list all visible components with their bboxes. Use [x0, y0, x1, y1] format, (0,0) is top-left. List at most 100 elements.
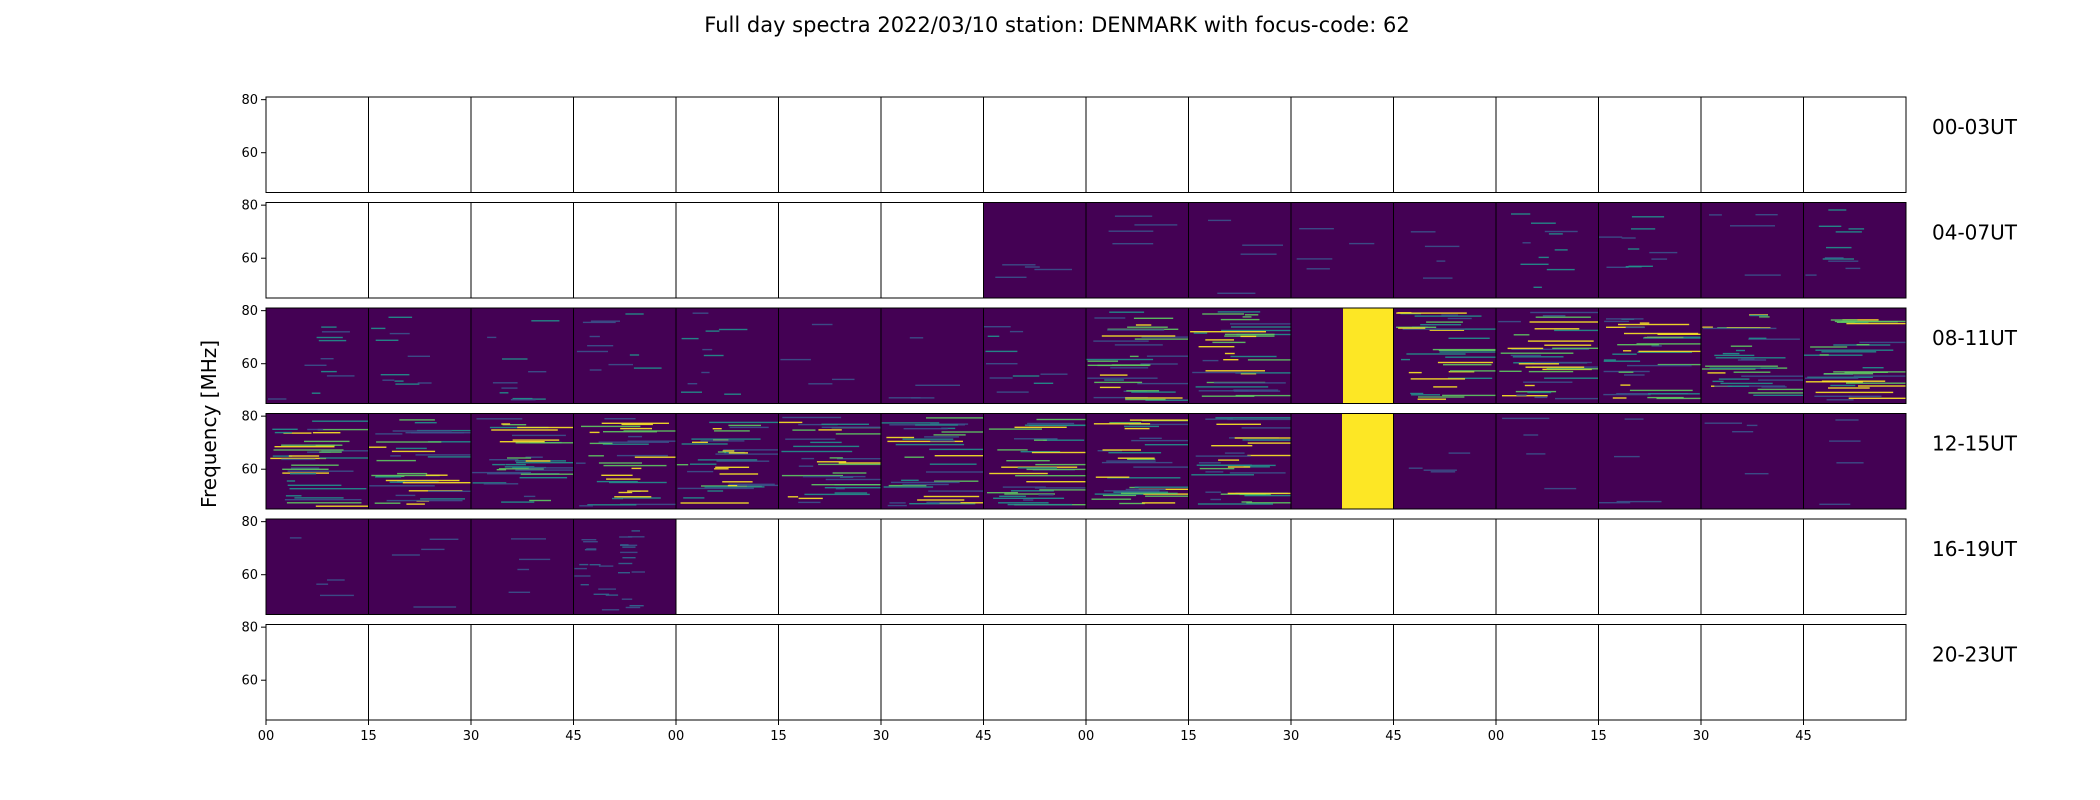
- spectrum-panel: [1495, 624, 1599, 721]
- spectrum-panel: [368, 518, 472, 615]
- spectrum-panel: [470, 307, 574, 404]
- spectrum-panel: [573, 96, 677, 193]
- y-tick-label: 80: [241, 410, 258, 425]
- chart-title: Full day spectra 2022/03/10 station: DEN…: [704, 13, 1409, 37]
- spectra-row: 80 60 16-19UT: [241, 515, 2018, 615]
- y-tick-label: 60: [241, 674, 258, 689]
- spectrum-panel: [778, 96, 882, 193]
- spectrum-panel: [1700, 307, 1804, 404]
- y-tick-label: 80: [241, 199, 258, 214]
- spectrum-panel: [880, 413, 984, 510]
- spectrum-panel: [1290, 96, 1394, 193]
- spectrum-panel: [983, 413, 1087, 510]
- spectrum-panel: [1085, 96, 1189, 193]
- x-tick-label: 15: [770, 729, 787, 744]
- y-tick-label: 60: [241, 463, 258, 478]
- spectrum-panel: [880, 307, 984, 404]
- spectrum-panel: [1700, 518, 1804, 615]
- spectrum-panel: [573, 518, 677, 615]
- x-tick-label: 30: [463, 729, 480, 744]
- row-time-label: 00-03UT: [1932, 115, 2018, 139]
- spectrum-panel: [983, 96, 1087, 193]
- x-tick-label: 45: [1795, 729, 1812, 744]
- spectrum-panel: [573, 202, 677, 299]
- spectrum-panel: [1495, 413, 1599, 510]
- spectrum-panel: [1290, 413, 1394, 510]
- spectrum-panel: [368, 96, 472, 193]
- spectrum-panel: [983, 202, 1087, 299]
- x-tick-label: 15: [1590, 729, 1607, 744]
- spectrum-panel: [1393, 413, 1497, 510]
- x-tick-label: 00: [258, 729, 275, 744]
- spectrum-panel: [1393, 518, 1497, 615]
- spectrum-panel: [1700, 624, 1804, 721]
- spectrum-panel: [573, 413, 677, 510]
- spectrum-panel: [265, 413, 369, 510]
- spectrum-panel: [1188, 413, 1292, 510]
- row-time-label: 20-23UT: [1932, 643, 2018, 667]
- row-time-label: 08-11UT: [1932, 326, 2018, 350]
- spectrum-panel: [1803, 624, 1907, 721]
- spectra-row: 80 60 12-15UT: [241, 410, 2018, 510]
- x-tick-label: 45: [1385, 729, 1402, 744]
- y-tick-label: 60: [241, 357, 258, 372]
- spectrum-panel: [573, 624, 677, 721]
- spectrum-panel: [1290, 307, 1394, 404]
- spectrum-panel: [1803, 202, 1907, 299]
- x-tick-label: 15: [1180, 729, 1197, 744]
- x-tick-label: 15: [360, 729, 377, 744]
- spectrum-panel: [470, 96, 574, 193]
- spectrum-panel: [1803, 518, 1907, 615]
- y-tick-label: 80: [241, 304, 258, 319]
- spectrum-panel: [1700, 413, 1804, 510]
- y-tick-label: 60: [241, 146, 258, 161]
- spectrum-panel: [368, 307, 472, 404]
- spectrum-panel: [1393, 307, 1497, 404]
- spectrum-panel: [1290, 202, 1394, 299]
- spectrum-panel: [1085, 202, 1189, 299]
- spectrum-panel: [880, 202, 984, 299]
- spectrum-panel: [1598, 413, 1702, 510]
- spectrum-panel: [1598, 624, 1702, 721]
- spectrum-panel: [1188, 202, 1292, 299]
- spectrum-panel: [1598, 96, 1702, 193]
- spectrum-panel: [1803, 307, 1907, 404]
- y-tick-label: 60: [241, 568, 258, 583]
- x-tick-label: 00: [1488, 729, 1505, 744]
- row-time-label: 04-07UT: [1932, 221, 2018, 245]
- x-tick-label: 30: [1283, 729, 1300, 744]
- spectrum-panel: [1188, 307, 1292, 404]
- spectrum-panel: [675, 307, 779, 404]
- spectrum-panel: [1598, 518, 1702, 615]
- spectrum-panel: [1085, 624, 1189, 721]
- spectrum-panel: [1700, 202, 1804, 299]
- spectrum-panel: [675, 413, 779, 510]
- spectrum-panel: [1700, 96, 1804, 193]
- row-time-label: 16-19UT: [1932, 537, 2018, 561]
- spectrum-panel: [265, 96, 369, 193]
- y-tick-label: 80: [241, 621, 258, 636]
- x-tick-label: 00: [1078, 729, 1095, 744]
- spectrum-panel: [1598, 307, 1702, 404]
- spectrum-panel: [1085, 518, 1189, 615]
- spectra-rows: 80 60 00-03UT 80 60 04-07UT 80 60 08-11UT 80 60 12-…: [241, 93, 2018, 721]
- y-axis-label: Frequency [MHz]: [197, 340, 221, 508]
- spectrum-panel: [778, 518, 882, 615]
- spectrum-panel: [880, 624, 984, 721]
- y-tick-label: 80: [241, 93, 258, 108]
- x-axis-ticks: 00 15 30 45 00 15 30 45 00 15 30 45 00 15 30 45: [258, 720, 1812, 744]
- y-tick-label: 60: [241, 252, 258, 267]
- spectrum-panel: [880, 96, 984, 193]
- spectrum-panel: [470, 518, 574, 615]
- x-tick-label: 30: [1693, 729, 1710, 744]
- spectrum-panel: [368, 413, 472, 510]
- spectrum-panel: [470, 624, 574, 721]
- spectra-row: 80 60 20-23UT: [241, 621, 2018, 721]
- spectrum-panel: [1085, 413, 1189, 510]
- x-tick-label: 30: [873, 729, 890, 744]
- spectra-row: 80 60 00-03UT: [241, 93, 2018, 193]
- spectrum-panel: [983, 624, 1087, 721]
- spectrum-panel: [1393, 202, 1497, 299]
- spectrum-panel: [265, 202, 369, 299]
